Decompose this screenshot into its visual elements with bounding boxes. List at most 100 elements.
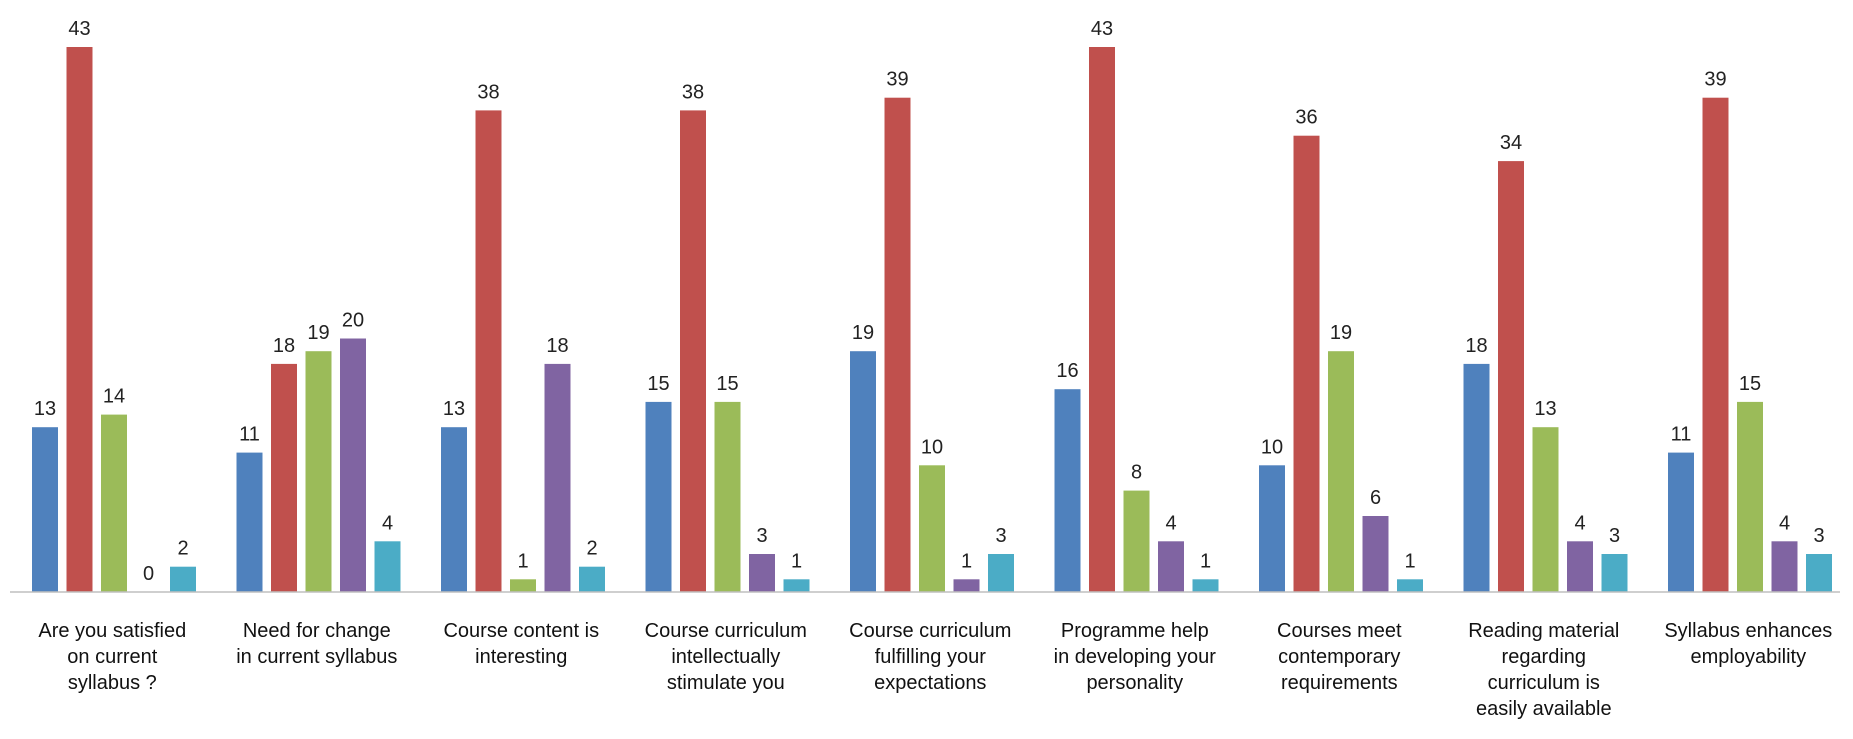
bar-8-series-5: [1601, 554, 1628, 592]
value-label-8-series-1: 18: [1465, 335, 1487, 357]
bar-5-series-5: [988, 554, 1014, 592]
value-label-1-series-5: 2: [177, 538, 188, 560]
category-label-9-line-1: Syllabus enhances: [1664, 620, 1832, 642]
bar-8-series-3: [1532, 427, 1559, 592]
value-label-3-series-2: 38: [477, 81, 499, 103]
value-label-4-series-3: 15: [716, 373, 738, 395]
bar-6-series-4: [1158, 541, 1184, 592]
category-label-8: Reading material regarding curriculum is ea…: [1468, 620, 1619, 720]
value-label-4-series-5: 1: [791, 550, 802, 572]
value-label-5-series-1: 19: [852, 322, 874, 344]
category-label-6-line-3: personality: [1086, 672, 1183, 694]
bar-1-series-3: [101, 414, 127, 592]
value-label-1-series-2: 43: [68, 18, 90, 40]
bar-1-series-5: [170, 566, 196, 592]
category-label-4-line-2: intellectually: [671, 646, 780, 668]
value-label-2-series-3: 19: [307, 322, 329, 344]
value-label-7-series-1: 10: [1261, 436, 1283, 458]
bar-4-series-1: [645, 401, 672, 592]
bar-5-series-3: [919, 465, 945, 592]
value-label-4-series-1: 15: [647, 373, 669, 395]
bar-1-series-1: [32, 427, 58, 592]
bar-9-series-2: [1702, 97, 1729, 592]
category-label-2: Need for change in current syllabus: [236, 620, 397, 668]
value-label-7-series-2: 36: [1295, 107, 1317, 129]
value-label-9-series-4: 4: [1779, 512, 1790, 534]
value-label-6-series-3: 8: [1131, 462, 1142, 484]
category-label-7-line-2: contemporary: [1278, 646, 1400, 668]
category-label-6: Programme help in developing your personal…: [1054, 620, 1217, 694]
category-label-8-line-2: regarding: [1502, 646, 1587, 668]
bar-8-series-1: [1463, 363, 1490, 592]
category-label-7-line-1: Courses meet: [1277, 620, 1402, 642]
category-label-6-line-1: Programme help: [1061, 620, 1209, 642]
category-labels-layer: Are you satisfied on current syllabus ? Nee…: [38, 620, 1832, 720]
bar-4-series-5: [783, 579, 810, 592]
bars-layer: [32, 47, 1832, 593]
bar-8-series-2: [1498, 161, 1524, 592]
bar-6-series-3: [1123, 490, 1150, 592]
category-label-4-line-1: Course curriculum: [645, 620, 807, 642]
category-label-8-line-4: easily available: [1476, 698, 1612, 720]
bar-9-series-1: [1668, 452, 1694, 592]
bar-6-series-2: [1089, 47, 1115, 592]
value-label-5-series-3: 10: [921, 436, 943, 458]
value-label-7-series-4: 6: [1370, 487, 1381, 509]
category-label-8-line-1: Reading material: [1468, 620, 1619, 642]
bar-7-series-1: [1259, 465, 1285, 592]
value-label-3-series-3: 1: [517, 550, 528, 572]
bar-3-series-3: [510, 579, 536, 592]
bar-6-series-1: [1054, 389, 1081, 592]
value-label-9-series-1: 11: [1671, 424, 1692, 446]
category-label-9-line-2: employability: [1690, 646, 1806, 668]
category-label-3: Course content is interesting: [443, 620, 599, 668]
value-label-9-series-5: 3: [1813, 525, 1824, 547]
value-label-8-series-3: 13: [1534, 398, 1556, 420]
category-label-1-line-3: syllabus ?: [68, 672, 157, 694]
value-labels-layer: 1343140211181920413381182153815311939101…: [34, 18, 1825, 585]
value-label-1-series-3: 14: [103, 386, 125, 408]
value-label-5-series-5: 3: [995, 525, 1006, 547]
category-label-2-line-2: in current syllabus: [236, 646, 397, 668]
bar-7-series-4: [1362, 516, 1389, 592]
value-label-4-series-2: 38: [682, 81, 704, 103]
value-label-3-series-4: 18: [546, 335, 568, 357]
bar-6-series-5: [1192, 579, 1219, 592]
bar-4-series-3: [714, 401, 741, 592]
bar-3-series-1: [441, 427, 467, 592]
value-label-8-series-2: 34: [1500, 132, 1522, 154]
value-label-1-series-4: 0: [143, 563, 154, 585]
category-label-4: Course curriculum intellectually stimulate…: [645, 620, 807, 694]
bar-1-series-2: [66, 47, 93, 592]
category-label-1-line-1: Are you satisfied: [38, 620, 186, 642]
bar-3-series-5: [579, 566, 605, 592]
bar-5-series-4: [953, 579, 980, 592]
category-label-3-line-2: interesting: [475, 646, 567, 668]
value-label-2-series-5: 4: [382, 512, 393, 534]
bar-9-series-5: [1806, 554, 1832, 592]
bar-2-series-4: [340, 338, 366, 592]
bar-8-series-4: [1567, 541, 1593, 592]
category-label-9: Syllabus enhances employability: [1664, 620, 1832, 668]
value-label-1-series-1: 13: [34, 398, 56, 420]
value-label-8-series-5: 3: [1609, 525, 1620, 547]
value-label-6-series-2: 43: [1091, 18, 1113, 40]
value-label-6-series-5: 1: [1200, 550, 1211, 572]
value-label-8-series-4: 4: [1574, 512, 1585, 534]
bar-7-series-5: [1397, 579, 1423, 592]
bar-4-series-4: [749, 554, 775, 592]
category-label-5-line-3: expectations: [874, 672, 986, 694]
bar-2-series-2: [271, 363, 297, 592]
value-label-7-series-5: 1: [1404, 550, 1415, 572]
bar-9-series-3: [1737, 401, 1763, 592]
value-label-2-series-1: 11: [239, 424, 260, 446]
value-label-9-series-2: 39: [1704, 69, 1726, 91]
bar-7-series-3: [1328, 351, 1354, 592]
bar-2-series-1: [236, 452, 263, 592]
value-label-7-series-3: 19: [1330, 322, 1352, 344]
category-label-8-line-3: curriculum is: [1488, 672, 1600, 694]
value-label-2-series-2: 18: [273, 335, 295, 357]
bar-3-series-4: [544, 363, 571, 592]
value-label-5-series-2: 39: [886, 69, 908, 91]
